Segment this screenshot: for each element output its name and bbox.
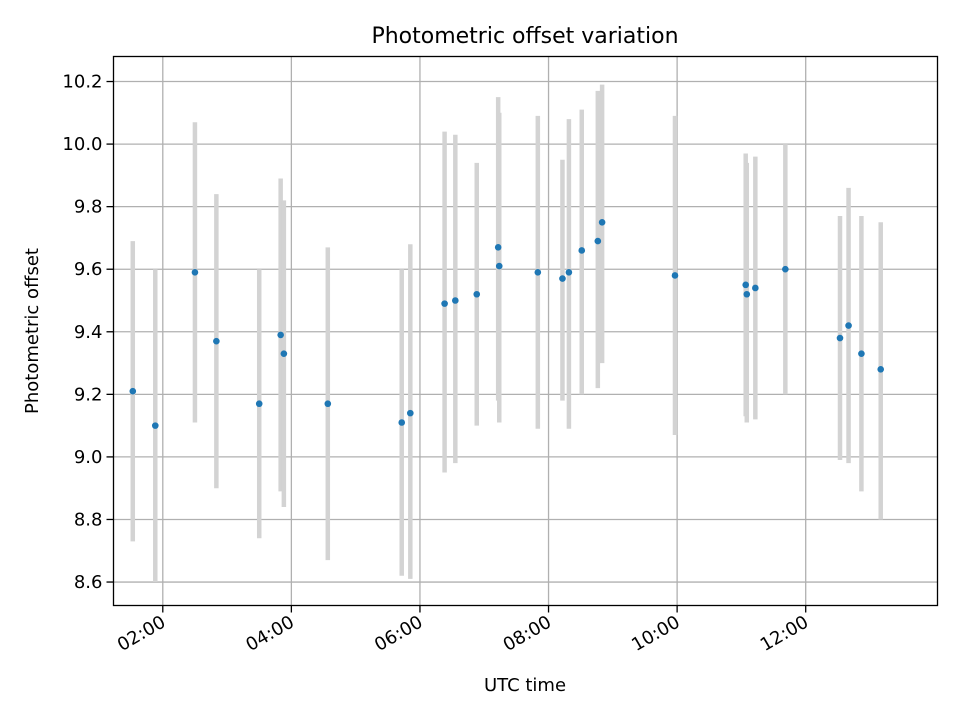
y-tick-label: 10.2: [62, 72, 102, 93]
data-point: [324, 400, 332, 408]
data-point: [594, 237, 602, 245]
data-point: [255, 400, 263, 408]
data-point: [494, 244, 502, 251]
data-point: [280, 350, 288, 357]
y-tick-label: 9.2: [74, 384, 103, 405]
data-point: [782, 265, 789, 273]
data-point: [743, 290, 751, 298]
data-point: [534, 269, 542, 276]
data-point: [473, 290, 481, 298]
data-point: [559, 275, 566, 282]
data-point: [752, 284, 759, 292]
x-axis-title: UTC time: [484, 675, 566, 696]
data-points: [129, 218, 885, 429]
data-point: [213, 337, 220, 345]
y-axis-title: Photometric offset: [22, 248, 43, 414]
y-tick-label: 9.8: [74, 197, 103, 218]
data-point: [398, 419, 406, 426]
data-point: [495, 262, 503, 270]
y-tick-label: 8.6: [74, 572, 103, 593]
y-tick-label: 10.0: [62, 134, 102, 155]
data-point: [742, 281, 749, 289]
y-axis: 8.6 8.8 9.0 9.2 9.4 9.6 9.8 10.0 10.2: [62, 72, 114, 593]
y-tick-label: 9.4: [74, 322, 103, 343]
data-point: [191, 269, 199, 276]
data-point: [129, 387, 137, 395]
data-point: [452, 297, 459, 304]
data-point: [578, 247, 586, 254]
y-tick-label: 9.6: [74, 259, 103, 280]
plot-frame: [112, 55, 939, 607]
data-point: [151, 422, 159, 429]
chart-title: Photometric offset variation: [371, 24, 678, 49]
data-point: [877, 366, 885, 373]
data-point: [598, 218, 606, 226]
data-point: [858, 350, 865, 357]
y-tick-label: 9.0: [74, 447, 103, 468]
data-point: [441, 300, 448, 307]
data-point: [565, 269, 573, 276]
data-point: [836, 334, 844, 342]
data-point: [277, 331, 284, 339]
data-point: [845, 322, 852, 329]
data-point: [407, 409, 414, 417]
y-tick-label: 8.8: [74, 509, 103, 530]
data-point: [671, 272, 679, 279]
